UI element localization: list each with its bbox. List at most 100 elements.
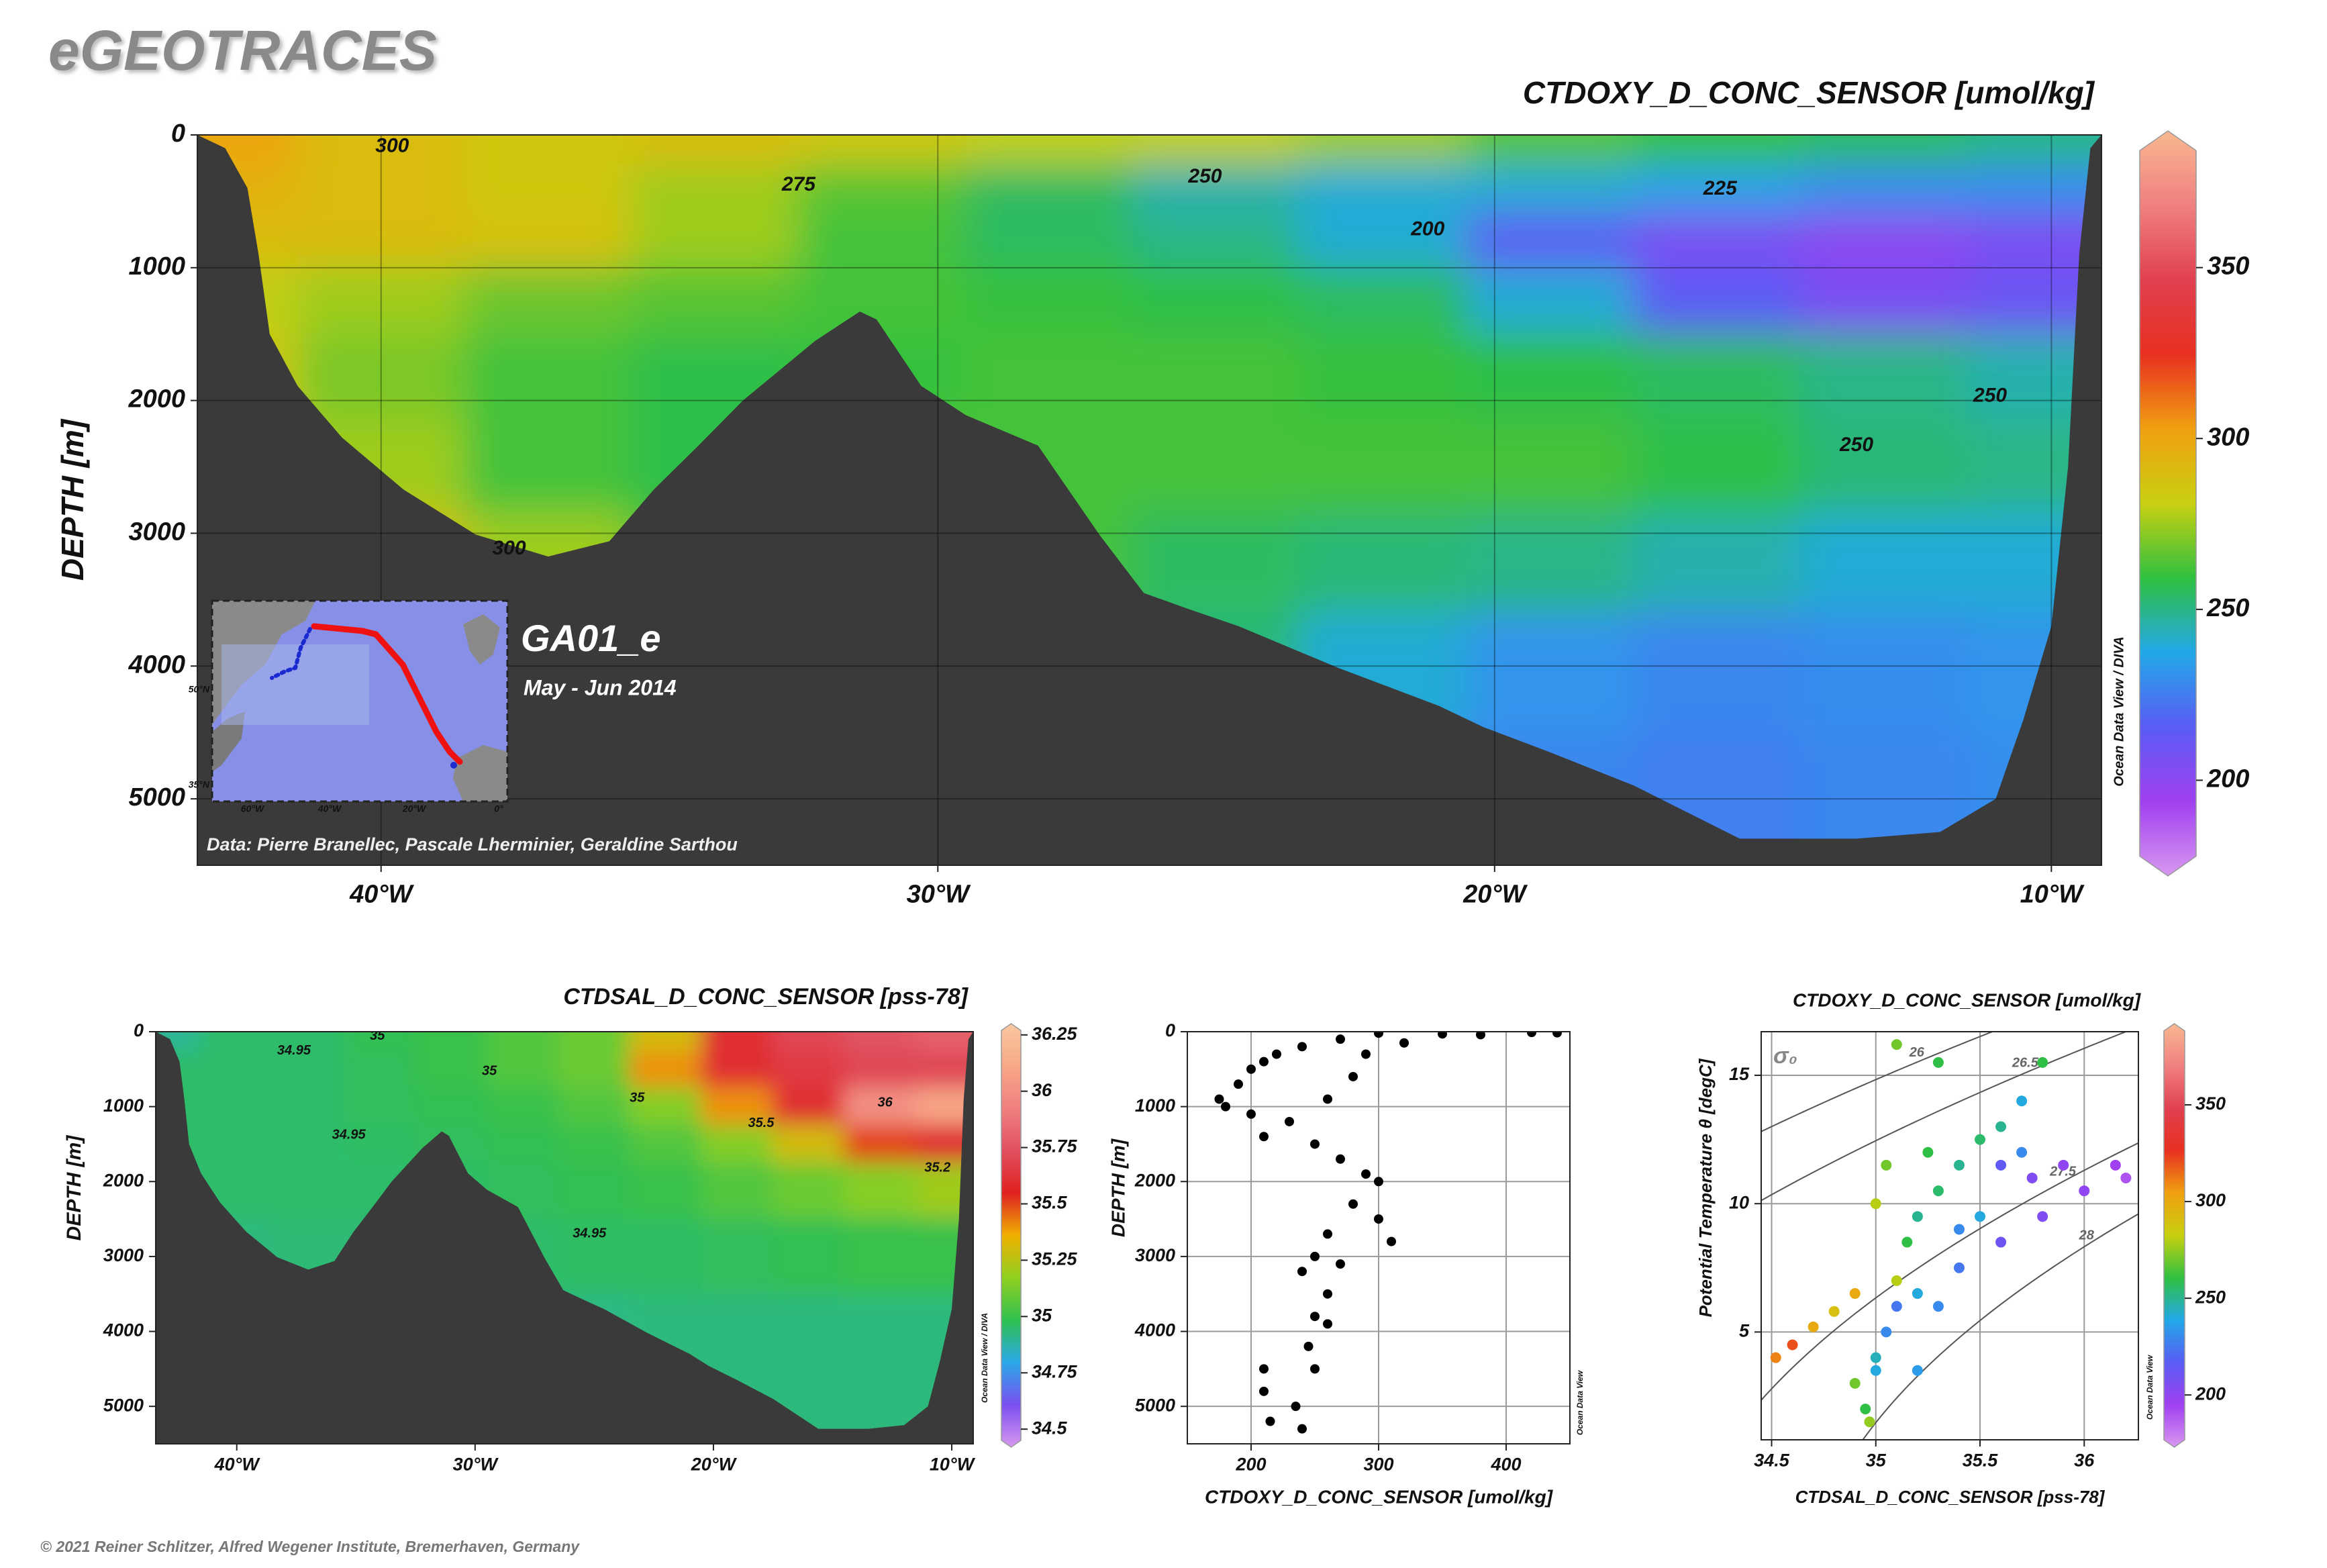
field-cell	[629, 1087, 703, 1126]
contour-label: 34.95	[277, 1043, 311, 1058]
data-point	[1953, 1262, 1965, 1273]
data-point	[1912, 1365, 1923, 1376]
data-point	[1323, 1289, 1332, 1299]
colorbar	[1001, 1023, 1022, 1448]
field-cell	[1466, 266, 1635, 335]
field-cell	[1800, 164, 1969, 215]
field-cell	[1466, 333, 1635, 422]
field-cell	[200, 1051, 273, 1089]
y-axis-label: DEPTH [m]	[1107, 1138, 1128, 1237]
field-cell	[797, 164, 967, 215]
station	[450, 762, 457, 769]
field-cell	[464, 420, 633, 514]
y-tick-label: 4000	[103, 1320, 144, 1340]
field-cell	[464, 213, 633, 268]
field-cell	[772, 1032, 846, 1053]
plot-frame	[155, 1031, 974, 1444]
field-cell	[797, 135, 967, 166]
data-point	[1932, 1301, 1944, 1312]
data-point	[2037, 1057, 2048, 1068]
field-cell	[1299, 512, 1468, 614]
plot-frame	[197, 134, 2102, 866]
field-cell	[629, 1051, 703, 1089]
contour-label: 36	[877, 1095, 893, 1110]
x-tick-label: 30°W	[453, 1455, 499, 1475]
data-point	[1310, 1139, 1320, 1149]
field-cell	[1633, 164, 1802, 215]
field-cell	[701, 1124, 774, 1164]
data-point	[1932, 1185, 1944, 1197]
y-tick-label: 5000	[103, 1395, 144, 1415]
data-point	[1787, 1339, 1798, 1351]
colorbar-tick-label: 250	[2206, 594, 2249, 622]
isopycnal	[1862, 1213, 2138, 1440]
field-cell	[844, 1293, 917, 1370]
field-cell	[631, 135, 799, 166]
field-cell	[486, 1087, 560, 1126]
data-point	[1808, 1321, 1819, 1332]
y-tick-label: 1000	[1135, 1095, 1175, 1116]
cruise-name: GA01_e	[521, 617, 661, 659]
inset-frame	[211, 599, 509, 803]
inset-land	[463, 614, 500, 665]
field-cell	[343, 1124, 417, 1164]
y-tick-label: 5000	[1135, 1395, 1175, 1415]
colorbar	[2163, 1023, 2185, 1448]
field-cell	[1800, 333, 1969, 422]
y-tick-label: 10	[1729, 1192, 1749, 1212]
field-cell	[486, 1032, 560, 1053]
field-cell	[772, 1218, 846, 1295]
plot-area: 300 275 250 225 200 250 250 300	[197, 135, 2101, 865]
isopycnal-label: 26.5	[2012, 1056, 2039, 1071]
contour-label: 300	[375, 135, 409, 157]
data-point	[1912, 1288, 1923, 1300]
data-point	[1310, 1364, 1320, 1374]
field-cell	[844, 1032, 917, 1053]
data-point	[1374, 1177, 1383, 1187]
plot-area: 34.95 35 35 34.95 35.5 36 35.2 34.95 35	[156, 1032, 973, 1444]
field-cell	[1633, 612, 1802, 734]
field-cell	[297, 213, 466, 268]
cruise-track	[311, 623, 463, 765]
data-point	[1995, 1121, 2007, 1132]
field-cell	[558, 1051, 631, 1089]
colorbar-tick-label: 35.5	[1032, 1193, 1068, 1213]
colorbar-tick-label: 350	[2207, 252, 2249, 281]
data-point	[1912, 1211, 1923, 1222]
field-cell	[701, 1162, 774, 1220]
data-point	[1259, 1386, 1269, 1396]
chart-title: CTDOXY_D_CONC_SENSOR [umol/kg]	[1523, 75, 2095, 110]
y-tick-label: 1000	[103, 1095, 144, 1116]
field-cell	[1132, 164, 1301, 215]
x-tick-label: 35	[1866, 1451, 1887, 1471]
x-tick-label: 40°W	[349, 881, 414, 909]
y-tick-label: 0	[171, 119, 185, 148]
field-cell	[1299, 164, 1468, 215]
contour-label: 225	[1703, 177, 1738, 199]
colorbar-tick-label: 36	[1032, 1080, 1052, 1100]
chart-title: CTDSAL_D_CONC_SENSOR [pss-78]	[563, 984, 969, 1010]
y-tick-label: 3000	[128, 518, 185, 546]
y-axis-label: DEPTH [m]	[63, 1135, 85, 1241]
inset-land	[212, 712, 245, 772]
data-point	[1310, 1312, 1320, 1322]
colorbar-tick-label: 200	[2206, 765, 2249, 793]
contour-label: 200	[1410, 217, 1444, 240]
data-point	[1361, 1049, 1371, 1059]
inset-x-label: 20°W	[402, 803, 427, 814]
chart-panel: 26 26.5 27.5 28 σ₀ 34.5 35 35.5 36 5 10 15 CTDOXY_D_…	[1695, 989, 2226, 1506]
data-point	[1953, 1159, 1965, 1171]
field-cell	[1132, 135, 1301, 166]
data-point	[1870, 1198, 1881, 1210]
colorbar-tick-label: 300	[2207, 423, 2249, 451]
field-cell	[297, 135, 466, 166]
data-point	[2120, 1172, 2132, 1183]
plot-background	[1761, 1032, 2138, 1440]
inset-shelf	[221, 644, 369, 725]
data-point	[1374, 1214, 1383, 1224]
field-cell	[1299, 135, 1468, 166]
field-cell	[844, 1218, 917, 1295]
data-point	[1265, 1416, 1275, 1426]
data-point	[2110, 1159, 2121, 1171]
